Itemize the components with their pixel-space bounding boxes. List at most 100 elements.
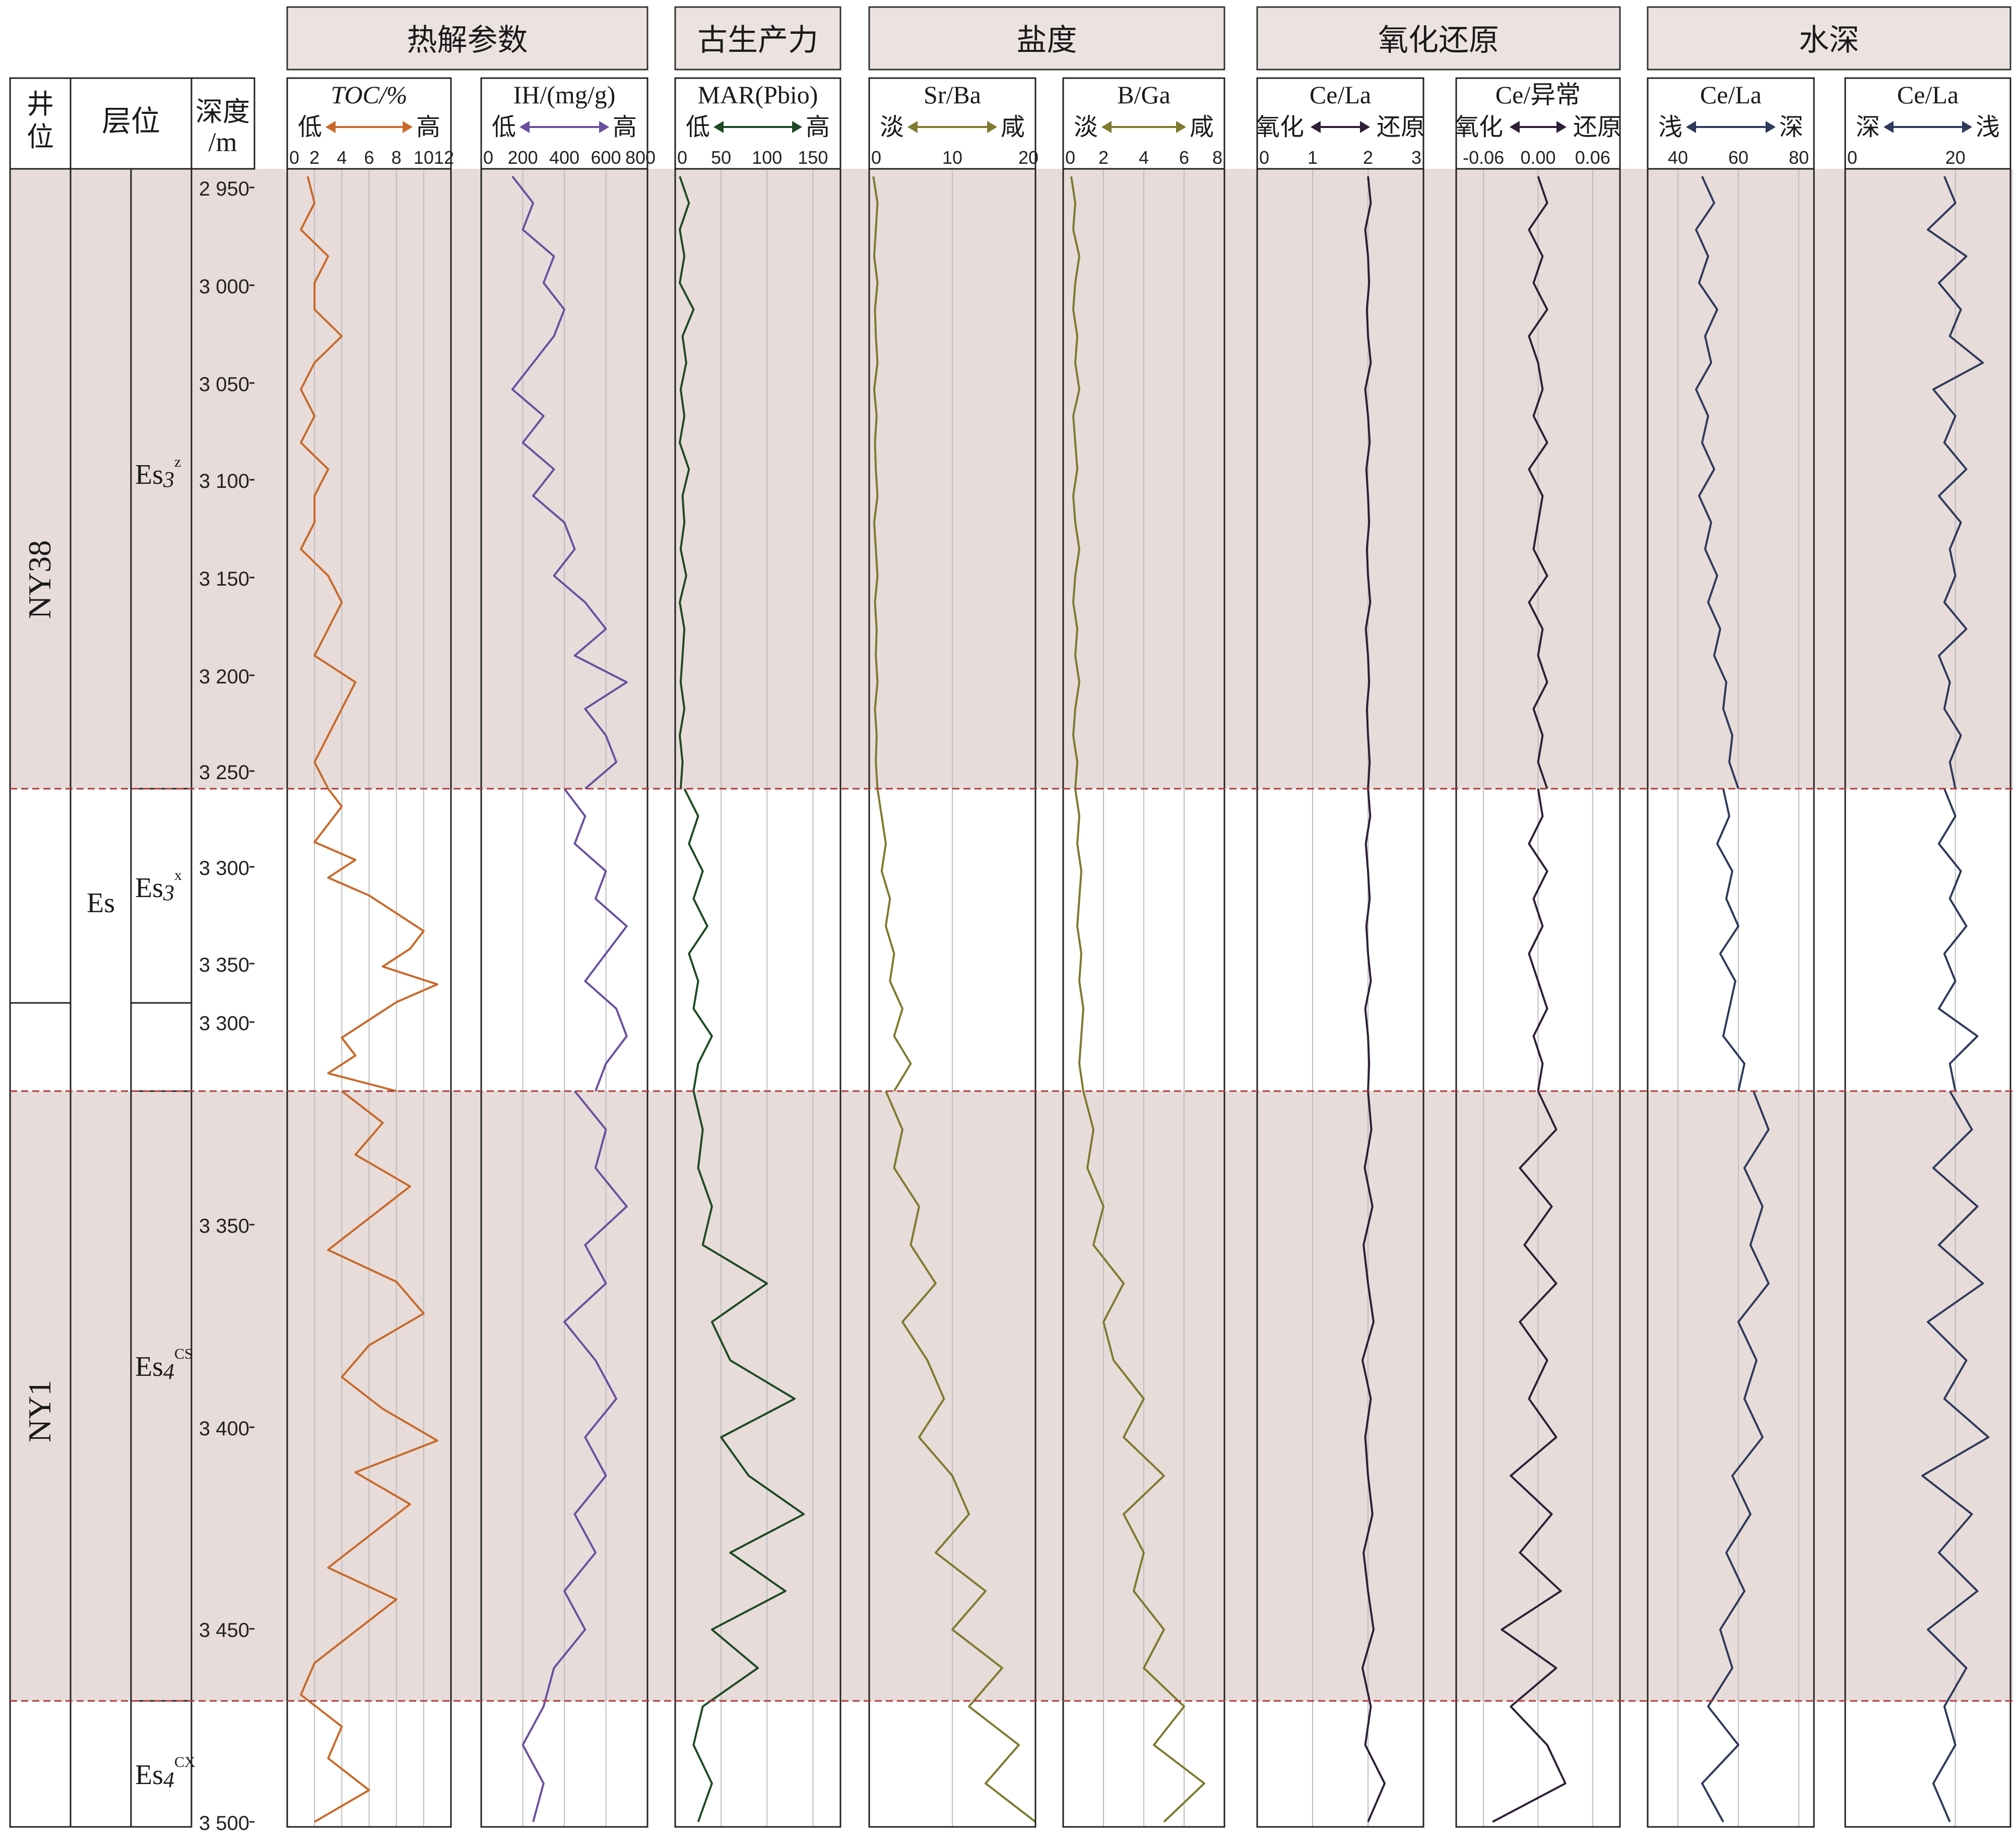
tick-label-toc: 0 <box>289 147 299 168</box>
panel-low-bga: 淡 <box>1074 113 1098 141</box>
tick-label-ceanom: 0.06 <box>1575 147 1610 168</box>
curve-bga-seg1 <box>1074 788 1084 1092</box>
group-header-paleo <box>674 6 841 71</box>
depth-header <box>190 77 255 170</box>
curve-srba-seg1 <box>876 788 912 1092</box>
panel-high-bga: 咸 <box>1190 113 1214 141</box>
tick-label-srba: 0 <box>871 147 881 168</box>
curve-cela1-seg2 <box>1361 1091 1386 1822</box>
arrow-left-bga <box>1101 121 1112 133</box>
curve-toc-seg2 <box>300 1090 438 1823</box>
curve-ih-seg1 <box>563 788 628 1092</box>
formation-label-0: Es3z <box>135 454 181 492</box>
panel-low-cela3: 深 <box>1856 113 1880 141</box>
group-label-redox: 氧化还原 <box>1378 23 1499 58</box>
arrow-right-srba <box>987 121 997 133</box>
curve-cela3-seg0 <box>1927 176 1984 789</box>
panel-title-srba: Sr/Ba <box>924 81 981 109</box>
group-label-paleo: 古生产力 <box>697 23 818 58</box>
tick-label-mar: 150 <box>798 147 828 168</box>
tick-label-mar: 0 <box>677 147 687 168</box>
arrow-left-cela2 <box>1686 121 1696 133</box>
panel-frame-ceanom <box>1455 168 1621 1828</box>
panel-high-cela2: 深 <box>1779 113 1803 141</box>
tick-label-bga: 4 <box>1139 147 1149 168</box>
tick-label-bga: 2 <box>1098 147 1109 168</box>
curve-cela1-seg0 <box>1364 176 1372 789</box>
tick-label-toc: 4 <box>337 147 347 168</box>
tick-label-cela1: 2 <box>1363 147 1373 168</box>
curve-cela1-seg1 <box>1364 788 1372 1092</box>
arrow-left-ceanom <box>1510 121 1520 133</box>
background-layer <box>10 169 2013 1827</box>
tick-label-ih: 400 <box>549 147 579 168</box>
curve-srba-seg2 <box>885 1091 1036 1823</box>
shaded-band-upper <box>10 169 2013 789</box>
tick-label-cela1: 3 <box>1411 147 1421 168</box>
tick-label-ih: 0 <box>483 147 493 168</box>
arrow-right-cela2 <box>1766 121 1776 133</box>
arrow-right-mar <box>792 121 802 133</box>
curve-cela2-seg2 <box>1701 1091 1770 1822</box>
panel-low-ceanom: 氧化 <box>1455 113 1503 141</box>
curve-cela3-seg1 <box>1937 788 1979 1092</box>
curve-mar-seg1 <box>683 788 713 1092</box>
arrow-right-cela3 <box>1962 121 1972 133</box>
tick-label-cela3: 20 <box>1945 147 1966 168</box>
tick-label-toc: 6 <box>364 147 374 168</box>
panel-high-ih: 高 <box>613 113 637 141</box>
tick-label-ih: 600 <box>591 147 621 168</box>
tick-label-toc: 10 <box>414 147 434 168</box>
panel-low-toc: 低 <box>298 113 322 141</box>
depth-label: 3 000 <box>199 276 249 298</box>
group-label-salinity: 盐度 <box>1017 23 1077 58</box>
panel-title-bga: B/Ga <box>1117 81 1170 109</box>
white-band-bottom <box>10 1701 2013 1827</box>
panel-low-srba: 淡 <box>880 113 904 141</box>
tick-label-cela2: 40 <box>1668 147 1688 168</box>
depth-label: 3 250 <box>199 762 249 784</box>
curve-ih-seg0 <box>511 175 628 790</box>
arrow-left-srba <box>907 121 918 133</box>
strata-group-label: Es <box>87 887 115 919</box>
panel-title-toc: TOC/% <box>331 81 408 109</box>
panel-title-ceanom: Ce/异常 <box>1495 81 1581 109</box>
group-label-pyrolysis: 热解参数 <box>407 23 528 58</box>
formation-label-2: Es4CS <box>135 1346 193 1384</box>
panel-frame-cela1 <box>1256 168 1424 1828</box>
curve-ceanom-seg2 <box>1492 1091 1567 1823</box>
arrow-right-ih <box>599 121 609 133</box>
tick-label-ih: 200 <box>507 147 538 168</box>
depth-label: 3 300 <box>199 857 249 879</box>
panel-low-cela1: 氧化 <box>1256 113 1304 141</box>
curve-cela2-seg0 <box>1695 176 1739 789</box>
arrow-right-cela1 <box>1360 121 1370 133</box>
tick-label-toc: 2 <box>309 147 319 168</box>
tick-label-srba: 10 <box>942 147 962 168</box>
horizon-header-label: 层位 <box>102 104 160 138</box>
tick-label-cela2: 60 <box>1728 147 1748 168</box>
panel-frame-toc <box>286 168 452 1828</box>
curve-bga-seg2 <box>1082 1091 1205 1823</box>
curve-cela3-seg2 <box>1921 1091 1990 1822</box>
tick-label-mar: 50 <box>711 147 731 168</box>
tick-label-bga: 6 <box>1179 147 1189 168</box>
depth-label: 2 950 <box>199 178 249 200</box>
panel-high-cela1: 还原 <box>1377 113 1425 141</box>
curve-srba-seg0 <box>872 176 879 789</box>
curve-toc-seg0 <box>300 176 357 789</box>
well-name-ny1: NY1 <box>22 1380 57 1442</box>
tick-label-mar: 100 <box>752 147 782 168</box>
tick-label-cela2: 80 <box>1789 147 1809 168</box>
curve-layer <box>300 175 1990 1823</box>
depth-label: 3 400 <box>199 1418 249 1440</box>
depth-label: 3 150 <box>199 568 249 590</box>
depth-header-label: 深度 <box>196 96 250 128</box>
group-label-water: 水深 <box>1799 23 1859 58</box>
panel-title-mar: MAR(Pbio) <box>698 81 818 109</box>
panel-low-ih: 低 <box>492 113 516 141</box>
panel-frame-mar <box>674 168 841 1828</box>
curve-ih-seg2 <box>522 1090 628 1822</box>
tick-label-cela1: 1 <box>1308 147 1318 168</box>
